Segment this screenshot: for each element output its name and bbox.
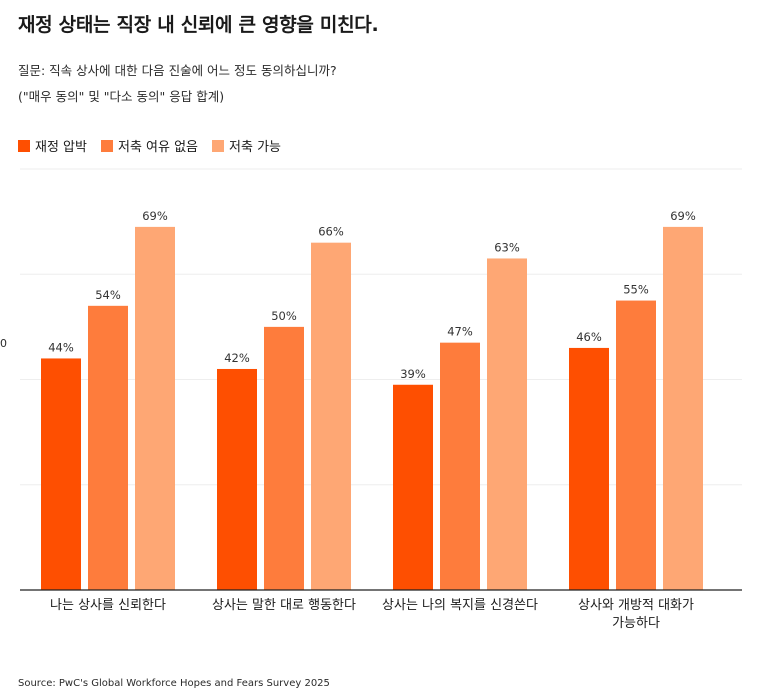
bar [135,226,175,590]
data-label: 46% [576,330,602,344]
bar [440,342,480,590]
source-note: Source: PwC's Global Workforce Hopes and… [18,678,330,689]
category-label: 나는 상사를 신뢰한다 [50,598,166,613]
bar [487,258,527,590]
data-label: 42% [224,351,250,365]
data-label: 66% [318,225,344,239]
chart-subtitle: 질문: 직속 상사에 대한 다음 진술에 어느 정도 동의하십니까? [18,63,337,78]
data-label: 50% [271,309,297,323]
bar [616,300,656,590]
data-label: 44% [48,340,74,354]
legend-label-can-save: 저축 가능 [229,140,281,155]
data-label: 63% [494,240,520,254]
legend: 재정 압박 저축 여유 없음 저축 가능 [18,136,281,155]
bar [41,358,81,590]
legend-swatch-financial-pressure [18,139,30,152]
data-label: 69% [670,209,696,223]
data-label: 39% [400,367,426,381]
legend-swatch-can-save [212,139,225,152]
legend-label-financial-pressure: 재정 압박 [35,140,87,155]
bar [88,305,128,590]
bar [393,384,433,590]
data-label: 54% [95,288,121,302]
legend-label-no-savings: 저축 여유 없음 [117,140,199,155]
data-label: 55% [623,283,649,297]
category-label: 가능하다 [612,616,660,631]
chart-title: 재정 상태는 직장 내 신뢰에 큰 영향을 미친다. [18,14,379,36]
category-label: 상사와 개방적 대화가 [578,598,694,613]
legend-item-financial-pressure: 재정 압박 [18,136,87,155]
category-label: 상사는 나의 복지를 신경쓴다 [382,598,538,613]
axis-edge-mark: 0 [0,337,7,350]
legend-swatch-no-savings [100,139,113,152]
bar [264,326,304,590]
bar [217,368,257,590]
legend-item-no-savings: 저축 여유 없음 [100,136,199,155]
bar [663,226,703,590]
category-label: 상사는 말한 대로 행동한다 [212,597,356,613]
data-label: 47% [447,325,473,339]
bar [569,347,609,590]
bar [311,242,351,591]
chart-note: ("매우 동의" 및 "다소 동의" 응답 합계) [18,89,225,104]
legend-item-can-save: 저축 가능 [212,136,281,155]
data-label: 69% [142,209,168,223]
